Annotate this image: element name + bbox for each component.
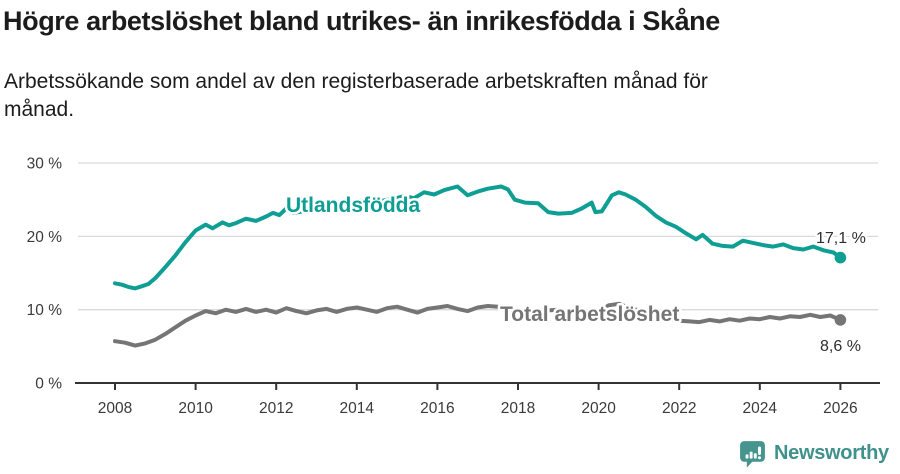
x-tick-label-2024: 2024	[743, 400, 778, 417]
series-end-dot-utlandsfodda	[834, 251, 847, 264]
x-tick-label-2014: 2014	[340, 400, 375, 417]
series-line-utlandsfodda	[113, 184, 843, 291]
newsworthy-brand-link[interactable]: Newsworthy	[738, 439, 889, 468]
newsworthy-wordmark: Newsworthy	[774, 442, 889, 464]
x-tick-label-2012: 2012	[259, 400, 293, 417]
series-label-total-arbetsloshet: Total arbetslöshet	[500, 303, 679, 326]
series-line-total-arbetsloshet	[113, 301, 843, 348]
x-tick-label-2010: 2010	[178, 400, 213, 417]
exclamation-glyph	[757, 446, 761, 460]
x-tick-label-2008: 2008	[98, 400, 132, 417]
end-value-label-total-arbetsloshet: 8,6 %	[820, 338, 861, 355]
series-end-dot-total-arbetsloshet	[834, 314, 847, 326]
chart-subtitle: Arbetssökande som andel av den registerb…	[4, 68, 824, 124]
chart-title: Högre arbetslöshet bland utrikes- än inr…	[3, 6, 720, 36]
chart-subtitle-line-1: Arbetssökande som andel av den registerb…	[4, 70, 708, 93]
x-tick-label-2022: 2022	[662, 400, 696, 417]
series-label-utlandsfodda: Utlandsfödda	[286, 194, 420, 217]
bar-chart-glyph	[745, 451, 757, 459]
y-tick-label-10: 10 %	[27, 302, 63, 319]
x-tick-label-2016: 2016	[420, 400, 454, 417]
x-tick-label-2018: 2018	[501, 400, 535, 417]
y-tick-label-0: 0 %	[35, 376, 62, 393]
end-value-label-utlandsfodda: 17,1 %	[816, 230, 866, 247]
x-tick-label-2026: 2026	[823, 400, 857, 417]
newsworthy-logo-icon	[740, 441, 765, 468]
y-tick-label-20: 20 %	[27, 229, 63, 246]
x-tick-label-2020: 2020	[581, 400, 616, 417]
chart-subtitle-line-2: månad.	[4, 98, 75, 121]
y-tick-label-30: 30 %	[27, 156, 63, 173]
